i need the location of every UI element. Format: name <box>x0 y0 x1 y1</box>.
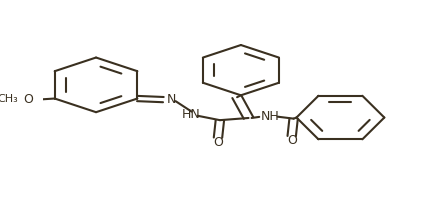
Text: O: O <box>287 134 296 147</box>
Text: O: O <box>23 93 33 106</box>
Text: N: N <box>167 93 176 106</box>
Text: HN: HN <box>181 108 200 121</box>
Text: O: O <box>213 136 223 149</box>
Text: NH: NH <box>261 110 279 123</box>
Text: CH₃: CH₃ <box>0 94 18 104</box>
